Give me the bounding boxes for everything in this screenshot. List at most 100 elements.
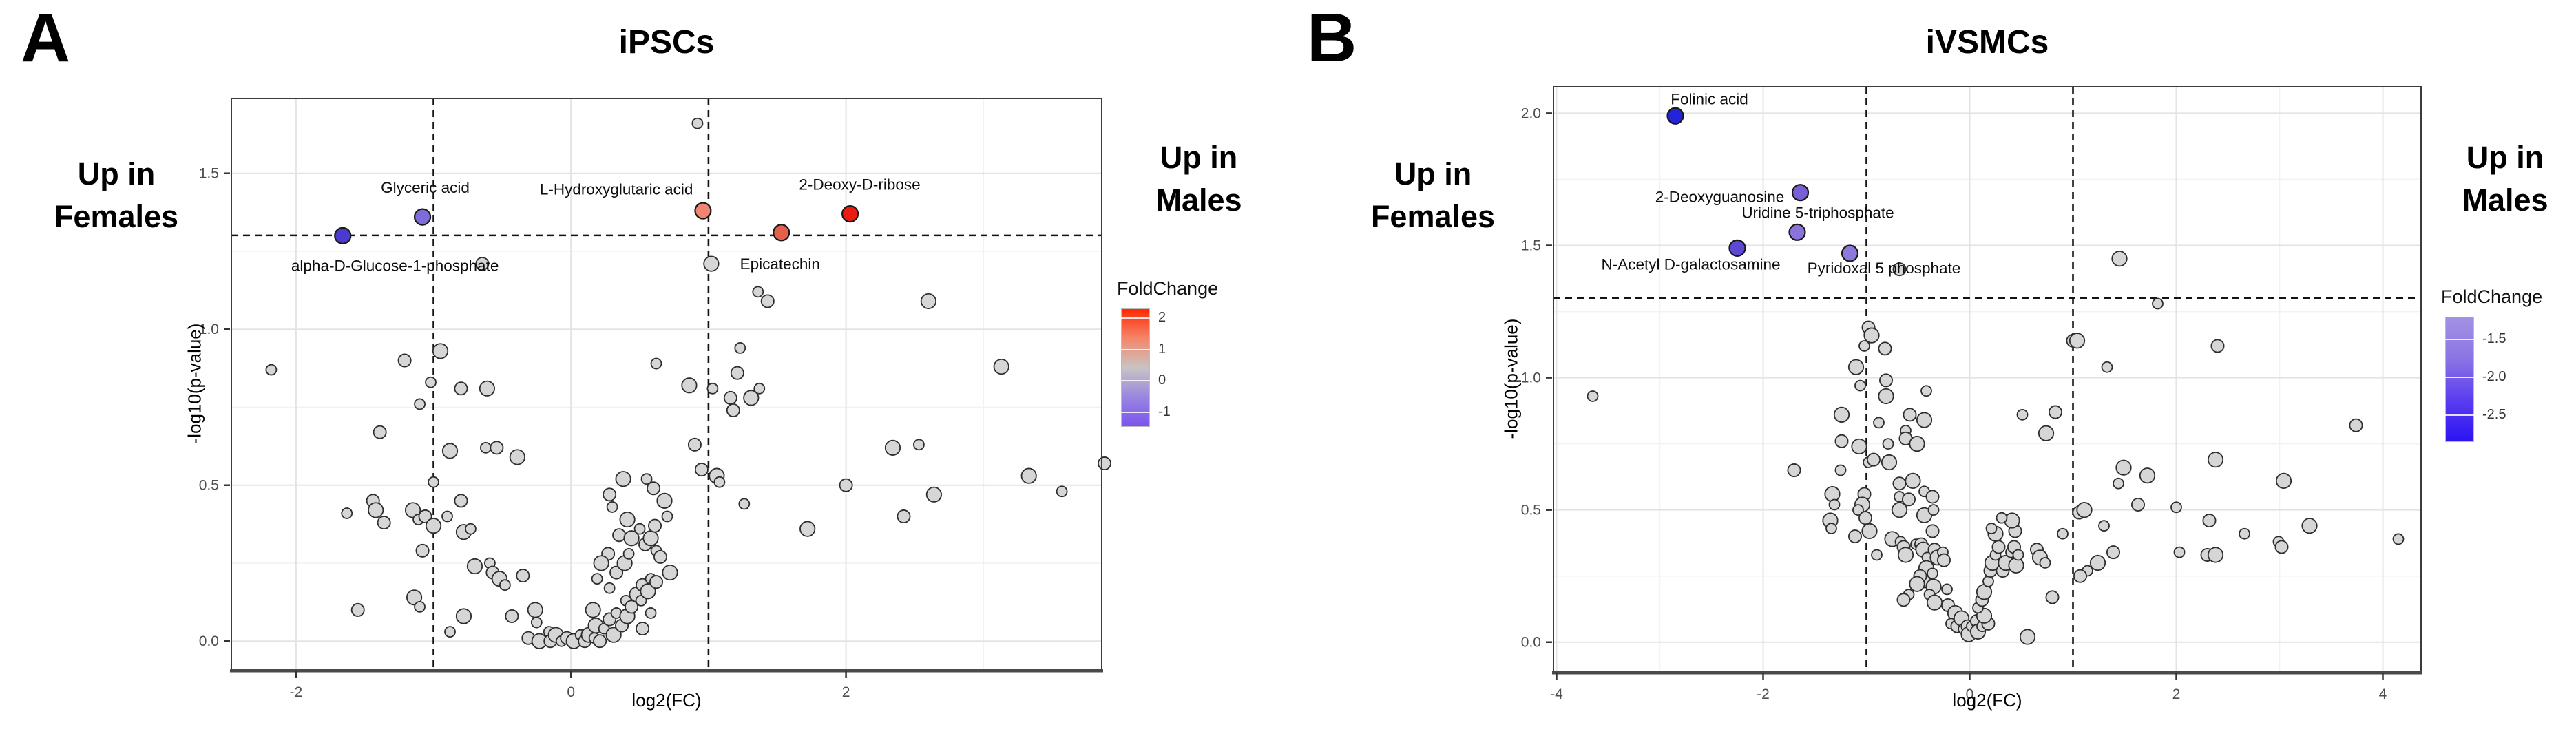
data-point (839, 478, 853, 492)
up-in-males-label-a: Up in Males (1110, 136, 1288, 222)
data-point (1056, 485, 1068, 498)
legend-tick-label: 2 (1158, 309, 1166, 325)
y-axis-title-a: -log10(p-value) (184, 323, 205, 444)
data-point (1881, 454, 1898, 471)
data-point (475, 257, 490, 271)
data-point (799, 521, 816, 537)
data-point (1892, 262, 1907, 277)
highlighted-data-point (1788, 223, 1806, 241)
x-tick-label: -4 (1550, 686, 1563, 702)
data-point (2131, 497, 2146, 512)
data-point (1927, 567, 1938, 580)
data-point (1834, 434, 1849, 448)
y-tick-label: 1.0 (1521, 370, 1541, 386)
data-point (2101, 361, 2113, 373)
data-point (726, 403, 740, 418)
data-point (647, 481, 661, 496)
data-point (993, 358, 1009, 375)
data-point (490, 441, 504, 455)
data-point (466, 558, 483, 575)
data-point (505, 609, 519, 623)
data-point (585, 602, 601, 618)
data-point (612, 528, 627, 543)
data-point (633, 523, 646, 535)
data-point (734, 342, 746, 354)
data-point (1824, 486, 1841, 503)
data-point (373, 425, 387, 439)
data-point (605, 627, 622, 643)
y-tick-label: 2.0 (1521, 105, 1541, 121)
data-point (1985, 523, 1998, 534)
data-point (703, 255, 720, 272)
legend-colorbar-b (2445, 317, 2474, 442)
data-point (2139, 467, 2156, 484)
data-point (1828, 498, 1841, 511)
legend-tick-label: -1 (1158, 404, 1171, 420)
data-point (738, 498, 751, 510)
data-point (619, 511, 636, 528)
data-point (1909, 576, 1925, 592)
up-in-text: Up in (2466, 140, 2544, 175)
data-point (1897, 547, 1914, 563)
data-point (1097, 456, 1111, 471)
data-point (377, 516, 391, 530)
data-point (530, 616, 543, 629)
data-point (1892, 476, 1907, 491)
data-point (1925, 524, 1940, 538)
data-point (753, 382, 766, 395)
data-point (1905, 472, 1921, 490)
data-point (2057, 527, 2069, 540)
legend-tick-mark (1121, 380, 1150, 382)
data-point (2019, 629, 2036, 645)
data-point (743, 390, 760, 406)
data-point (687, 437, 702, 452)
data-point (1878, 341, 1892, 356)
point-label: Uridine 5-triphosphate (1741, 204, 1894, 221)
data-point (265, 364, 278, 376)
data-point (455, 608, 472, 624)
data-point (1941, 583, 1953, 596)
data-point (1903, 408, 1917, 422)
data-point (2111, 251, 2128, 267)
x-tick-label: 2 (842, 684, 850, 700)
data-point (662, 564, 678, 581)
legend-tick-mark (1121, 317, 1150, 319)
foldchange-legend-a: FoldChange 2 1 0 -1 (1117, 278, 1255, 471)
data-point (2301, 518, 2318, 534)
panel-tag-a: A (21, 0, 71, 76)
data-point (432, 343, 449, 359)
data-point (593, 555, 609, 571)
legend-tick-label: 1 (1158, 341, 1166, 357)
up-in-females-label-a: Up in Females (7, 153, 226, 238)
data-point (1920, 385, 1932, 397)
point-label: 2-Deoxyguanosine (1655, 188, 1785, 205)
data-point (1863, 327, 1880, 344)
data-point (2016, 408, 2029, 421)
data-point (1858, 340, 1870, 352)
data-point (648, 518, 662, 533)
plot-svg-A: alpha-D-Glucose-1-phosphate Glyceric acid… (199, 98, 1111, 700)
data-point (913, 439, 925, 451)
data-point (441, 510, 453, 523)
data-point (1937, 553, 1951, 567)
data-point (1825, 523, 1837, 534)
data-point (1991, 540, 2006, 554)
data-point (2008, 557, 2024, 574)
y-tick-label: 1.0 (199, 322, 219, 337)
data-point (2045, 590, 2060, 604)
y-tick-label: 0.5 (199, 478, 219, 494)
data-point (730, 366, 744, 380)
highlighted-data-point (773, 224, 790, 242)
x-tick-label: -2 (1757, 686, 1770, 702)
up-in-text: Up in (77, 156, 156, 191)
data-point (2049, 405, 2063, 419)
data-point (2038, 425, 2055, 441)
data-point (656, 492, 673, 509)
data-point (2113, 477, 2124, 490)
data-point (615, 471, 631, 487)
highlighted-data-point (334, 227, 352, 244)
data-point (609, 565, 624, 580)
data-point (653, 549, 668, 564)
data-point (1878, 388, 1894, 405)
data-point (1879, 373, 1894, 388)
